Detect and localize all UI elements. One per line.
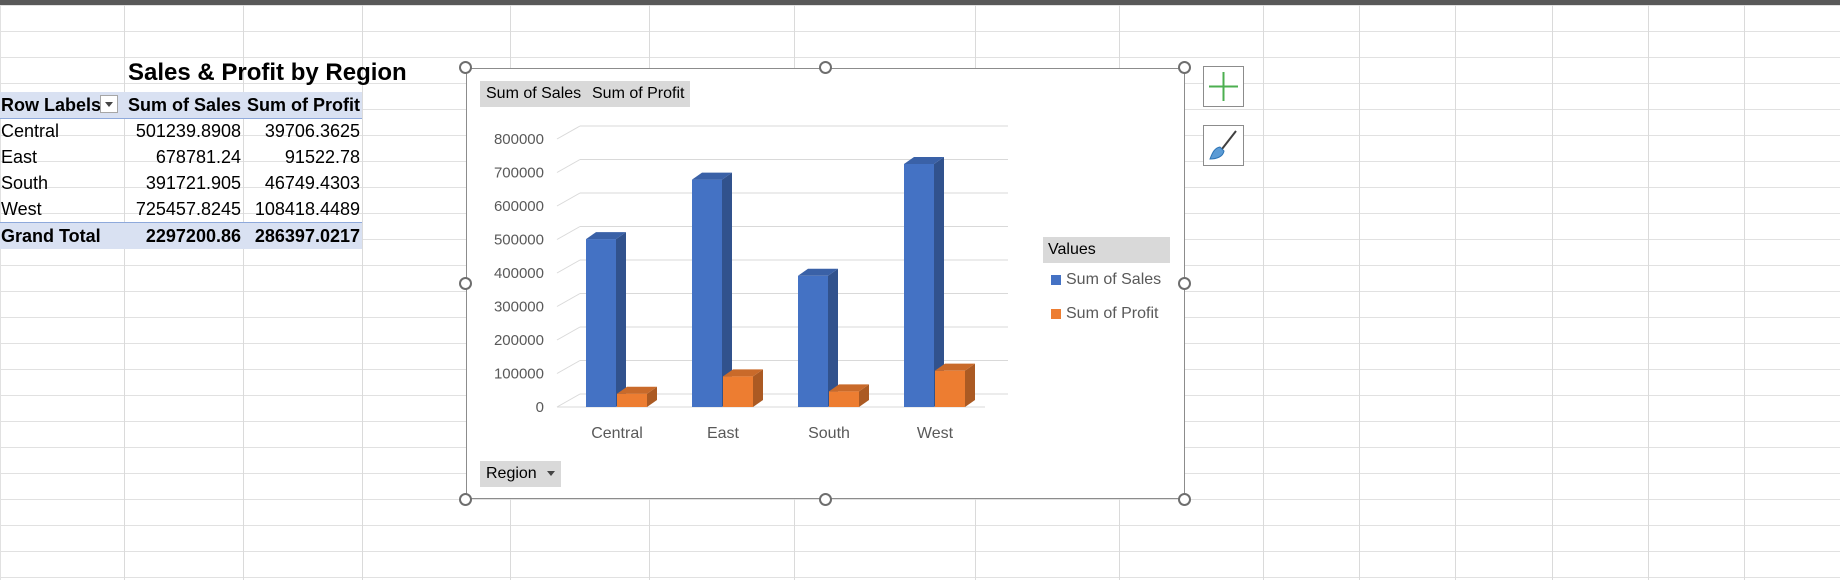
grand-total-label: Grand Total: [1, 226, 101, 246]
sales-value: 678781.24: [155, 147, 241, 167]
column-gridline: [243, 5, 244, 580]
resize-handle-right[interactable]: [1178, 277, 1191, 290]
field-button-sum-of-profit[interactable]: Sum of Profit: [586, 81, 691, 107]
column-gridline: [1263, 5, 1264, 580]
resize-handle-bottom-left[interactable]: [459, 493, 472, 506]
row-label: Central: [1, 121, 60, 141]
pivot-header-row: Row Labels Sum of Sales Sum of Profit: [0, 92, 362, 119]
column-gridline: [1744, 5, 1745, 580]
sales-value: 391721.905: [145, 173, 241, 193]
row-label: West: [1, 199, 42, 219]
legend-item-sales[interactable]: Sum of Sales: [1051, 271, 1161, 289]
legend-swatch-profit: [1051, 308, 1061, 319]
window-top-bar: [0, 0, 1840, 5]
column-gridline: [362, 5, 363, 580]
resize-handle-top-left[interactable]: [459, 61, 472, 74]
resize-handle-top[interactable]: [819, 61, 832, 74]
pivot-row-central[interactable]: Central 501239.8908 39706.3625: [0, 118, 362, 144]
column-gridline: [1552, 5, 1553, 580]
profit-value: 46749.4303: [264, 173, 360, 193]
legend-label-profit: Sum of Profit: [1066, 305, 1159, 322]
resize-handle-top-right[interactable]: [1178, 61, 1191, 74]
pivot-row-south[interactable]: South 391721.905 46749.4303: [0, 170, 362, 196]
pivot-title: Sales & Profit by Region: [128, 59, 407, 86]
field-button-sum-of-sales[interactable]: Sum of Sales: [480, 81, 588, 107]
column-gridline: [1648, 5, 1649, 580]
profit-value: 39706.3625: [264, 121, 360, 141]
sales-value: 725457.8245: [135, 199, 241, 219]
pivot-row-west[interactable]: West 725457.8245 108418.4489: [0, 196, 362, 222]
row-label: South: [1, 173, 49, 193]
pivot-row-east[interactable]: East 678781.24 91522.78: [0, 144, 362, 170]
legend-label-sales: Sum of Sales: [1066, 271, 1162, 288]
sum-of-profit-header: Sum of Profit: [247, 95, 360, 115]
region-button-label: Region: [486, 465, 537, 482]
row-labels-filter-dropdown[interactable]: [100, 95, 118, 113]
column-gridline: [1359, 5, 1360, 580]
profit-value: 91522.78: [284, 147, 360, 167]
grand-total-sales: 2297200.86: [145, 226, 241, 246]
field-button-region[interactable]: Region: [480, 461, 561, 487]
resize-handle-bottom-right[interactable]: [1178, 493, 1191, 506]
row-labels-header: Row Labels: [1, 95, 102, 115]
column-gridline: [124, 5, 125, 580]
resize-handle-left[interactable]: [459, 277, 472, 290]
legend-item-profit[interactable]: Sum of Profit: [1051, 305, 1158, 323]
chart-styles-button[interactable]: [1203, 125, 1244, 166]
pivot-grand-total-row[interactable]: Grand Total 2297200.86 286397.0217: [0, 222, 362, 249]
plus-icon: [1209, 72, 1238, 101]
legend-title: Values: [1043, 237, 1170, 263]
column-gridline: [1455, 5, 1456, 580]
legend-swatch-sales: [1051, 274, 1061, 285]
chart-elements-button[interactable]: [1203, 66, 1244, 107]
chevron-down-icon: [546, 471, 555, 477]
profit-value: 108418.4489: [254, 199, 360, 219]
row-label: East: [1, 147, 38, 167]
grand-total-profit: 286397.0217: [254, 226, 360, 246]
sales-value: 501239.8908: [135, 121, 241, 141]
resize-handle-bottom[interactable]: [819, 493, 832, 506]
paintbrush-icon: [1209, 130, 1237, 160]
sum-of-sales-header: Sum of Sales: [127, 95, 241, 115]
